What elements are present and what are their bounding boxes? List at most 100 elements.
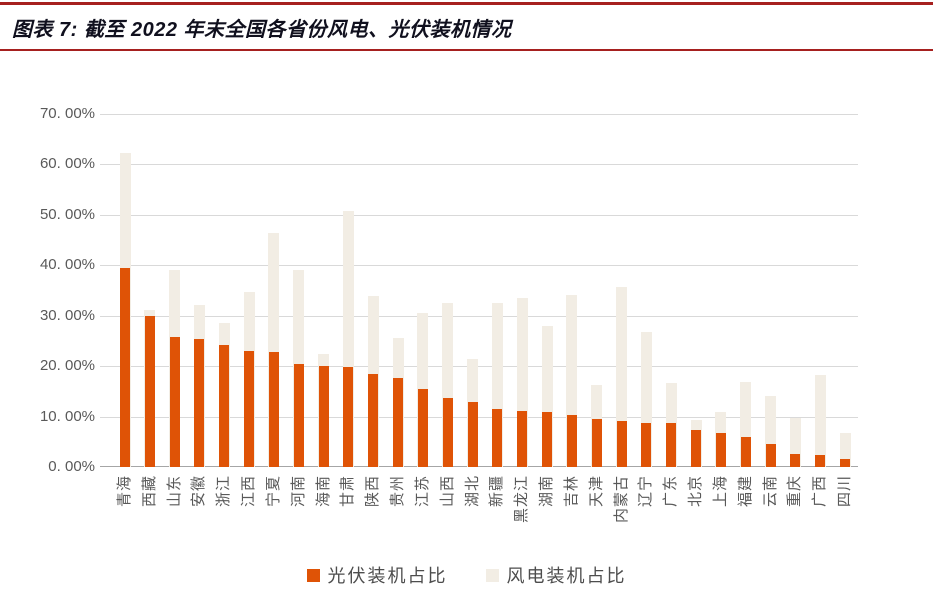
x-tick-label-福建: 福建 [736, 475, 754, 508]
pv-bar-吉林 [566, 414, 577, 467]
pv-bar-重庆 [790, 453, 801, 467]
x-tick-label-天津: 天津 [587, 475, 605, 508]
wind-bar-黑龙江 [516, 298, 528, 467]
pv-bar-陕西 [368, 374, 379, 467]
pv-bar-辽宁 [641, 422, 652, 467]
wind-bar-新疆 [491, 302, 503, 467]
x-tick-label-浙江: 浙江 [215, 475, 233, 508]
wind-bar-辽宁 [640, 331, 652, 467]
wind-bar-甘肃 [342, 211, 354, 467]
gridline-70 [100, 114, 858, 115]
x-tick-label-吉林: 吉林 [562, 475, 580, 508]
x-tick-label-安徽: 安徽 [190, 475, 208, 508]
wind-bar-吉林 [566, 294, 578, 467]
gridline-40 [100, 265, 858, 267]
x-tick-label-四川: 四川 [836, 475, 853, 508]
legend-item-pv: 光伏装机占比 [306, 562, 448, 588]
gridline-10 [100, 416, 858, 418]
y-tick-label: 30. 00% [39, 306, 95, 324]
pv-bar-新疆 [492, 409, 503, 467]
chart-legend: 光伏装机占比 风电装机占比 [0, 562, 933, 588]
legend-label: 风电装机占比 [506, 566, 627, 586]
pv-bar-内蒙古 [616, 420, 627, 467]
pv-bar-四川 [840, 459, 850, 467]
pv-bar-广西 [815, 454, 826, 467]
x-tick-label-山西: 山西 [438, 475, 456, 508]
x-tick-label-广东: 广东 [662, 475, 680, 508]
x-tick-label-重庆: 重庆 [786, 475, 804, 508]
x-tick-label-河南: 河南 [289, 475, 307, 508]
pv-bar-海南 [318, 366, 329, 467]
y-tick-label: 20. 00% [39, 357, 95, 375]
wind-bar-宁夏 [268, 233, 280, 467]
x-tick-label-西藏: 西藏 [140, 475, 158, 508]
x-tick-label-湖南: 湖南 [538, 475, 556, 508]
wind-bar-湖南 [541, 326, 553, 467]
pv-bar-湖南 [542, 411, 553, 467]
pv-bar-广东 [666, 423, 677, 467]
pv-bar-宁夏 [268, 351, 279, 467]
pv-bar-黑龙江 [517, 411, 528, 467]
x-tick-label-广西: 广西 [811, 475, 829, 508]
y-axis-labels: 0. 00% 10. 00% 20. 00% 30. 00% 40. 00% 50. 00… [0, 106, 95, 475]
pv-bar-北京 [691, 430, 702, 467]
pv-bar-青海 [120, 267, 130, 467]
wind-bar-云南 [765, 395, 777, 467]
x-tick-label-青海: 青海 [116, 475, 133, 508]
legend-swatch-icon [306, 568, 320, 582]
y-tick-label: 60. 00% [39, 155, 95, 173]
pv-bar-江苏 [417, 389, 428, 467]
x-axis-line [100, 466, 858, 467]
pv-bar-河南 [293, 363, 304, 467]
y-tick-label: 70. 00% [39, 105, 95, 122]
title-bottom-rule [0, 49, 933, 51]
x-tick-label-陕西: 陕西 [364, 475, 382, 508]
x-tick-label-辽宁: 辽宁 [637, 475, 655, 508]
x-tick-label-黑龙江: 黑龙江 [513, 475, 531, 524]
y-tick-label: 10. 00% [39, 407, 95, 425]
x-tick-label-贵州: 贵州 [389, 475, 407, 508]
pv-bar-安徽 [194, 338, 205, 467]
x-tick-label-海南: 海南 [314, 475, 332, 508]
wind-bar-广西 [814, 375, 826, 467]
x-tick-label-内蒙古: 内蒙古 [612, 475, 630, 524]
x-tick-label-宁夏: 宁夏 [264, 475, 282, 508]
pv-bar-江西 [244, 350, 255, 467]
x-tick-label-山东: 山东 [165, 475, 183, 508]
pv-bar-天津 [591, 418, 602, 467]
pv-bar-贵州 [393, 377, 404, 467]
x-axis-labels: 青海 西藏 山东 安徽 浙江 江西 宁夏 河南 海南 甘肃 陕西 贵州 江苏 山西 湖北 新疆 黑龙江 湖南 吉林天… [100, 475, 858, 575]
pv-bar-山东 [169, 336, 180, 467]
pv-bar-山西 [442, 398, 453, 467]
wind-bar-四川 [839, 432, 851, 467]
pv-bar-云南 [765, 443, 776, 467]
gridline-60 [100, 164, 858, 166]
legend-item-wind: 风电装机占比 [485, 562, 627, 588]
x-tick-label-湖北: 湖北 [463, 475, 481, 508]
gridline-50 [100, 214, 858, 216]
x-tick-label-上海: 上海 [711, 475, 729, 508]
legend-swatch-icon [485, 568, 499, 582]
x-tick-label-江苏: 江苏 [413, 475, 431, 508]
gridline-30 [100, 315, 858, 317]
x-tick-label-北京: 北京 [687, 475, 705, 508]
wind-bar-内蒙古 [616, 286, 628, 467]
pv-bar-西藏 [144, 315, 155, 467]
x-tick-label-甘肃: 甘肃 [339, 475, 357, 508]
y-tick-label: 50. 00% [39, 205, 95, 223]
pv-bar-福建 [740, 437, 751, 467]
legend-label: 光伏装机占比 [327, 566, 448, 586]
pv-bar-上海 [715, 432, 726, 467]
plot-area [100, 114, 858, 467]
wind-bar-山西 [442, 303, 454, 467]
y-tick-label: 0. 00% [48, 458, 95, 475]
pv-bar-湖北 [467, 402, 478, 467]
wind-bar-重庆 [789, 417, 801, 467]
chart-title: 图表 7: 截至 2022 年末全国各省份风电、光伏装机情况 [12, 19, 512, 41]
y-tick-label: 40. 00% [39, 256, 95, 274]
pv-bar-甘肃 [343, 366, 354, 467]
title-top-rule [0, 2, 933, 5]
x-tick-label-新疆: 新疆 [488, 475, 506, 508]
gridline-20 [100, 366, 858, 368]
x-tick-label-江西: 江西 [240, 475, 258, 508]
